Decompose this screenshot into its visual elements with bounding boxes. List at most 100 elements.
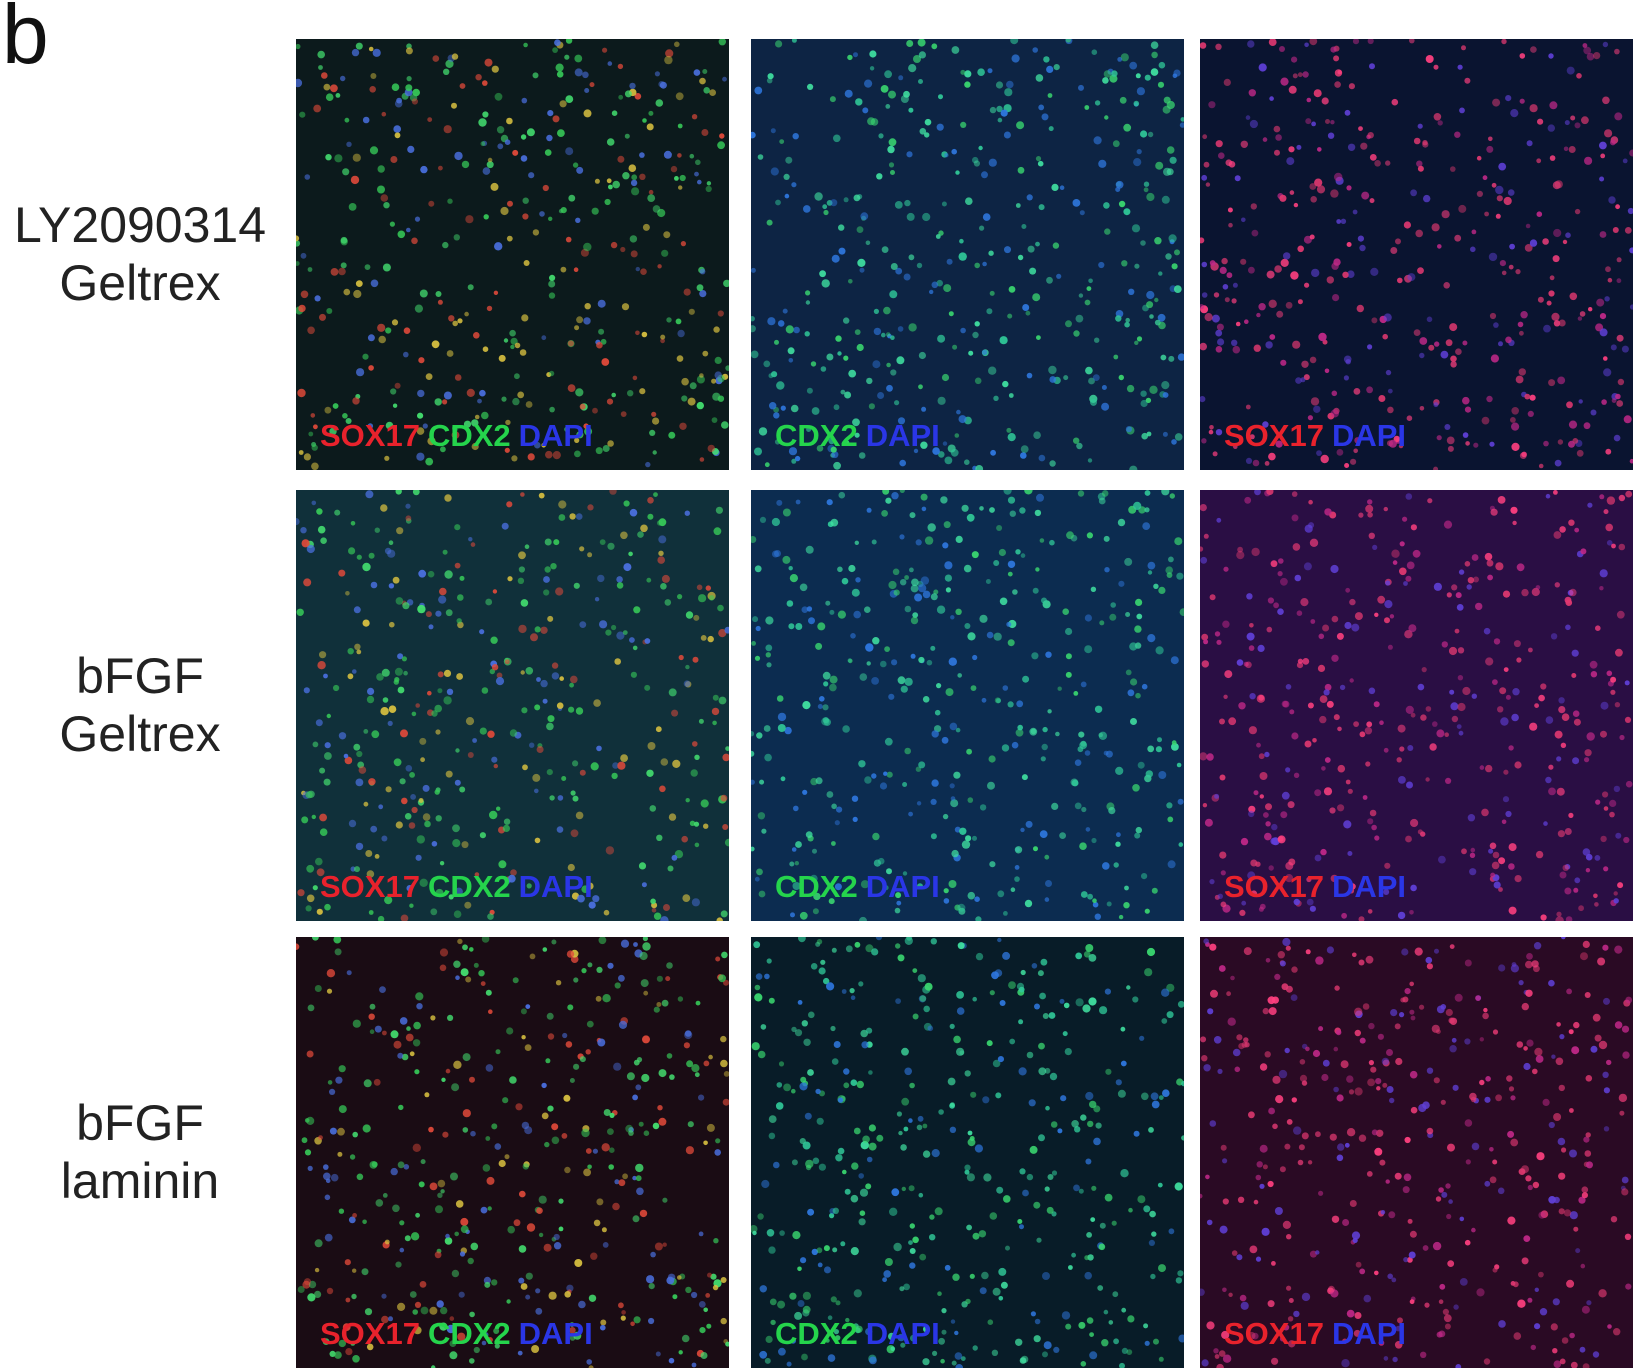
nucleus	[1398, 776, 1406, 784]
nucleus	[1045, 651, 1052, 658]
nucleus	[1259, 1183, 1265, 1189]
nucleus	[660, 338, 665, 344]
nucleus	[1118, 914, 1124, 920]
nucleus	[438, 165, 443, 171]
nucleus	[1204, 818, 1213, 827]
nucleus	[1303, 562, 1312, 571]
nucleus	[1165, 253, 1172, 260]
nucleus	[1264, 832, 1272, 841]
nucleus	[541, 1082, 547, 1089]
nucleus	[1135, 826, 1142, 834]
nucleus	[1289, 190, 1295, 195]
nucleus	[1525, 989, 1533, 997]
nucleus	[458, 1291, 465, 1298]
nucleus	[988, 755, 996, 763]
nucleus	[1033, 431, 1041, 440]
nucleus	[446, 1324, 456, 1334]
nucleus	[655, 726, 662, 733]
nucleus	[1059, 998, 1065, 1004]
nucleus	[399, 778, 406, 785]
nucleus	[1261, 1227, 1270, 1236]
nucleus	[979, 506, 984, 511]
nucleus	[1414, 947, 1423, 956]
nucleus	[313, 424, 318, 430]
nucleus	[1024, 899, 1033, 908]
nucleus	[920, 493, 928, 501]
nucleus	[1234, 1066, 1241, 1073]
nucleus	[1228, 1292, 1233, 1297]
nucleus	[419, 737, 427, 745]
nucleus	[1302, 658, 1310, 665]
nucleus	[946, 258, 953, 265]
nucleus	[561, 1133, 568, 1139]
nucleus	[1075, 998, 1084, 1007]
nucleus	[696, 284, 704, 292]
nucleus	[895, 943, 901, 949]
nucleus	[1519, 98, 1525, 104]
nucleus	[698, 1301, 706, 1308]
nucleus	[482, 167, 491, 175]
nucleus	[788, 566, 793, 571]
nucleus	[1500, 717, 1509, 726]
nucleus	[1450, 361, 1457, 368]
nucleus	[1121, 1307, 1127, 1313]
nucleus	[960, 121, 967, 128]
nucleus	[1330, 120, 1335, 125]
nucleus	[1014, 865, 1020, 870]
nucleus	[1310, 619, 1316, 624]
nucleus	[1279, 1336, 1286, 1342]
nucleus	[406, 227, 411, 233]
nucleus	[298, 304, 306, 313]
nucleus	[1258, 753, 1265, 760]
nucleus	[795, 499, 801, 505]
nucleus	[1497, 496, 1506, 504]
nucleus	[546, 134, 553, 142]
nucleus	[355, 42, 363, 50]
nucleus	[888, 580, 897, 590]
nucleus	[1602, 944, 1609, 951]
nucleus	[1534, 1047, 1543, 1056]
nucleus	[916, 262, 923, 269]
nucleus	[1537, 118, 1544, 125]
nucleus	[843, 197, 849, 203]
nucleus	[317, 50, 325, 59]
nucleus	[1222, 284, 1229, 290]
nucleus	[1426, 963, 1433, 970]
nucleus	[607, 1128, 614, 1135]
nucleus	[1346, 1128, 1356, 1137]
nucleus	[705, 1293, 711, 1298]
nucleus	[1231, 339, 1238, 346]
nucleus	[482, 346, 489, 353]
nucleus	[1110, 602, 1116, 608]
stain-label: SOX17	[1224, 1316, 1324, 1351]
nucleus	[1592, 1013, 1601, 1022]
nucleus	[546, 1012, 554, 1020]
nucleus	[613, 1062, 622, 1071]
nucleus	[1497, 1187, 1505, 1195]
nucleus	[1320, 454, 1329, 464]
nucleus	[1219, 1225, 1228, 1234]
nucleus	[1616, 257, 1622, 263]
nucleus	[306, 1116, 315, 1125]
nucleus	[1273, 125, 1281, 133]
nucleus	[424, 1092, 430, 1098]
nucleus	[1446, 436, 1455, 445]
nucleus	[1376, 1129, 1384, 1137]
nucleus	[678, 185, 683, 190]
nucleus	[575, 707, 584, 715]
nucleus	[659, 81, 667, 89]
nucleus	[1006, 621, 1012, 627]
row-label-line: laminin	[60, 1153, 220, 1209]
nucleus	[986, 308, 993, 315]
nucleus	[344, 756, 353, 765]
nucleus	[1578, 905, 1584, 912]
nucleus	[766, 958, 772, 964]
nucleus	[1024, 490, 1033, 495]
nucleus	[1575, 1248, 1581, 1254]
nucleus	[851, 1162, 859, 1170]
nucleus	[1324, 683, 1332, 691]
nucleus	[937, 334, 946, 343]
nucleus	[659, 785, 666, 793]
nucleus	[307, 267, 313, 272]
nucleus	[1570, 1361, 1578, 1368]
